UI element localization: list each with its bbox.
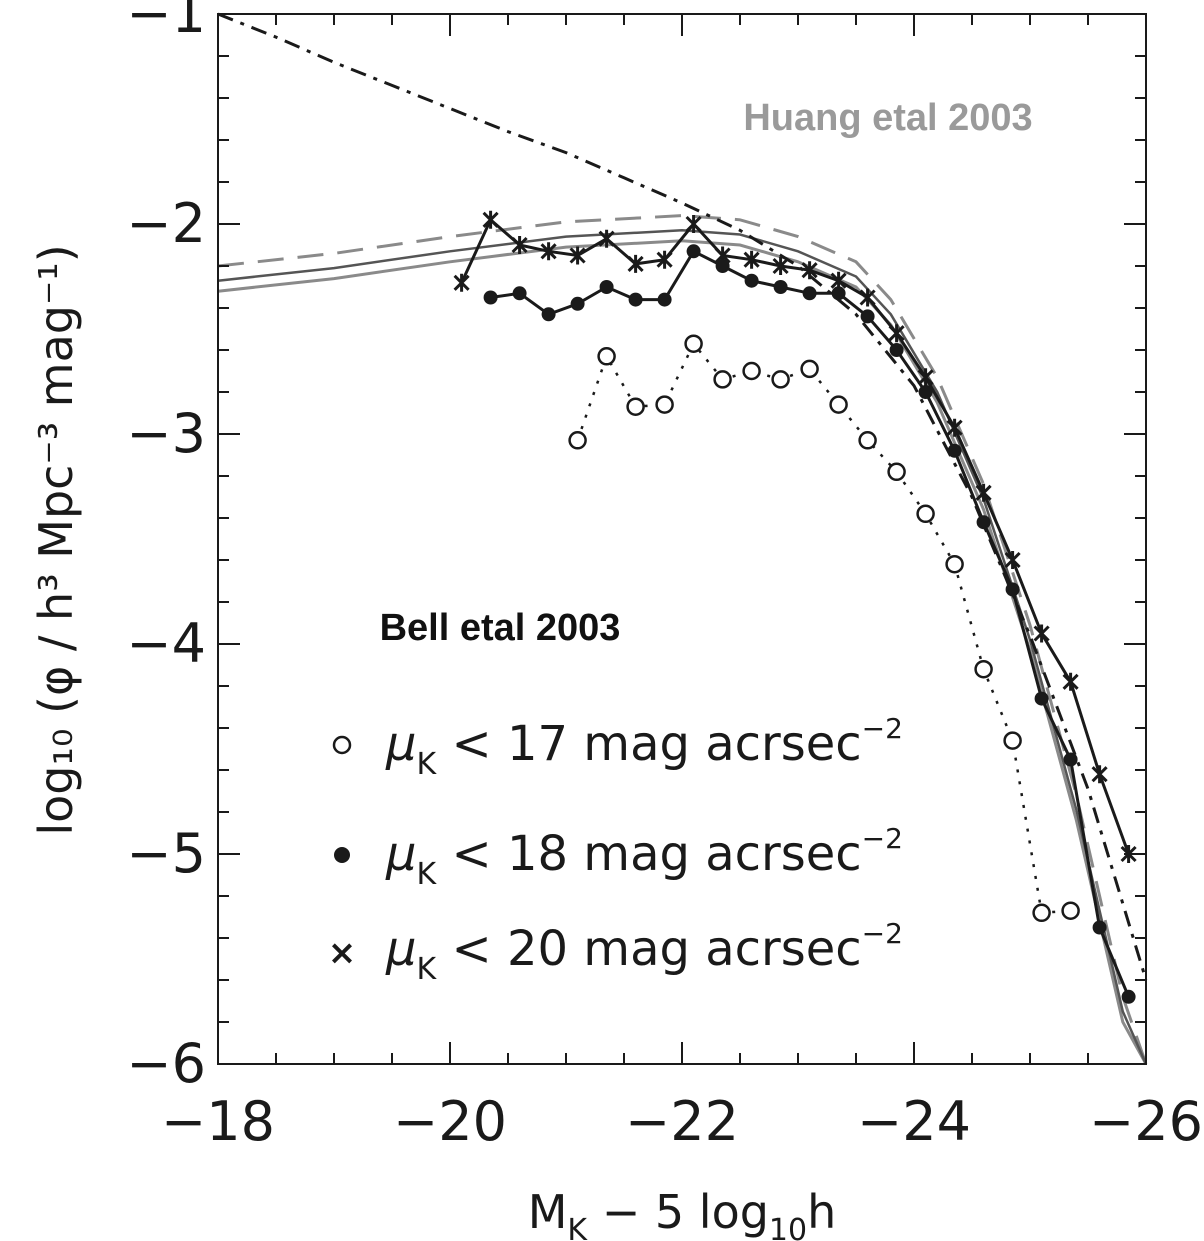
open-circle-point xyxy=(597,347,616,366)
filled-circle-point xyxy=(976,515,991,530)
star-point xyxy=(1033,624,1050,643)
filled-circle-point xyxy=(512,286,527,301)
star-point xyxy=(714,246,731,265)
legend-item-filled-circle: μK < 18 mag acrsec−2 xyxy=(334,822,903,892)
open-circle-point xyxy=(626,397,645,416)
y-tick-label: −3 xyxy=(126,402,206,465)
star-point xyxy=(656,250,673,269)
x-tick-label: −20 xyxy=(393,1090,507,1153)
filled-circle-point xyxy=(1034,691,1049,706)
x-tick-label: −24 xyxy=(857,1090,971,1153)
filled-circle-point xyxy=(802,286,817,301)
open-circle-series-line xyxy=(576,341,1071,915)
star-point xyxy=(888,324,905,343)
open-circle-point xyxy=(858,431,877,450)
star-point xyxy=(627,254,644,273)
star-point xyxy=(743,250,760,269)
star-point xyxy=(511,236,528,254)
star-point xyxy=(801,261,818,280)
star-point xyxy=(1004,551,1021,569)
bell-annotation: Bell etal 2003 xyxy=(380,607,621,649)
open-circle-point xyxy=(1032,903,1051,923)
legend-open-circle-marker xyxy=(332,735,352,755)
star-series-line xyxy=(460,217,1131,855)
open-circle-point xyxy=(742,361,761,381)
y-tick-label: −6 xyxy=(126,1032,206,1095)
filled-circle-point xyxy=(686,244,701,259)
star-point xyxy=(830,271,847,290)
filled-circle-point xyxy=(628,292,643,307)
star-point xyxy=(482,210,499,229)
filled-circle-point xyxy=(831,286,846,301)
y-tick-label: −4 xyxy=(126,612,206,675)
open-circle-point xyxy=(887,462,906,482)
star-point xyxy=(772,257,789,275)
huang-annotation: Huang etal 2003 xyxy=(743,97,1032,139)
star-point xyxy=(1062,672,1079,691)
y-tick-label: −1 xyxy=(126,0,206,45)
filled-circle-point xyxy=(1005,582,1020,597)
open-circle-point xyxy=(568,431,587,450)
legend-star-marker: × xyxy=(328,933,357,973)
open-circle-point xyxy=(1061,901,1080,920)
filled-circle-point xyxy=(1092,920,1107,935)
filled-circle-point xyxy=(715,259,730,273)
filled-circle-point xyxy=(570,296,585,311)
axis-layer: −18 −20 −22 −24 −26 −1 −2 −3 −4 −5 −6 xyxy=(126,0,1203,1153)
filled-circle-point xyxy=(1121,989,1136,1004)
data-layer xyxy=(453,210,1137,1004)
open-circle-point xyxy=(945,554,964,574)
filled-circle-point xyxy=(1063,752,1078,767)
legend: μK < 17 mag acrsec−2 μK < 18 mag acrsec−… xyxy=(328,712,903,987)
open-circle-point xyxy=(800,359,819,379)
filled-circle-point xyxy=(541,307,556,322)
star-point xyxy=(685,215,702,233)
x-tick-label: −18 xyxy=(161,1090,275,1153)
star-point xyxy=(946,418,963,437)
filled-circle-point xyxy=(889,343,904,357)
legend-item-open-circle: μK < 17 mag acrsec−2 xyxy=(332,712,903,782)
filled-circle-point xyxy=(657,292,672,307)
open-circle-point xyxy=(916,504,935,524)
x-tick-label: −22 xyxy=(625,1090,739,1153)
legend-item-star: × μK < 20 mag acrsec−2 xyxy=(328,917,903,987)
filled-circle-point xyxy=(599,280,614,294)
svg-text:μK < 20 mag acrsec−2: μK < 20 mag acrsec−2 xyxy=(385,917,903,987)
star-point xyxy=(975,483,992,502)
filled-circle-point xyxy=(947,443,962,458)
star-point xyxy=(540,242,557,261)
x-tick-label: −26 xyxy=(1089,1090,1203,1153)
filled-circle-point xyxy=(483,290,498,305)
plot-frame xyxy=(217,13,1147,1065)
star-point xyxy=(1091,765,1108,784)
star-point xyxy=(859,288,876,307)
y-tick-label: −2 xyxy=(126,192,206,255)
star-point xyxy=(917,368,934,387)
open-circle-point xyxy=(974,659,993,679)
filled-circle-point xyxy=(773,280,788,294)
filled-circle-point xyxy=(918,385,933,399)
huang-model-line xyxy=(217,239,1148,1065)
svg-text:μK < 18 mag acrsec−2: μK < 18 mag acrsec−2 xyxy=(385,822,903,892)
legend-filled-circle-marker xyxy=(334,847,350,863)
open-circle-point xyxy=(684,334,703,353)
filled-circle-point xyxy=(860,309,875,324)
svg-text:μK < 17 mag acrsec−2: μK < 17 mag acrsec−2 xyxy=(385,712,903,782)
star-point xyxy=(569,246,586,265)
open-circle-point xyxy=(1003,731,1022,750)
y-tick-label: −5 xyxy=(126,822,206,885)
open-circle-point xyxy=(655,395,674,414)
y-axis-title: log₁₀ (φ / h³ Mpc⁻³ mag⁻¹) xyxy=(29,244,83,835)
huang-model-dark xyxy=(217,229,1148,1065)
open-circle-point xyxy=(771,370,790,389)
open-circle-point xyxy=(713,370,732,389)
star-point xyxy=(453,273,470,292)
filled-circle-point xyxy=(744,273,759,288)
x-axis-title: MK − 5 log10h xyxy=(528,1185,837,1241)
star-point xyxy=(598,229,615,248)
open-circle-point xyxy=(829,395,848,414)
